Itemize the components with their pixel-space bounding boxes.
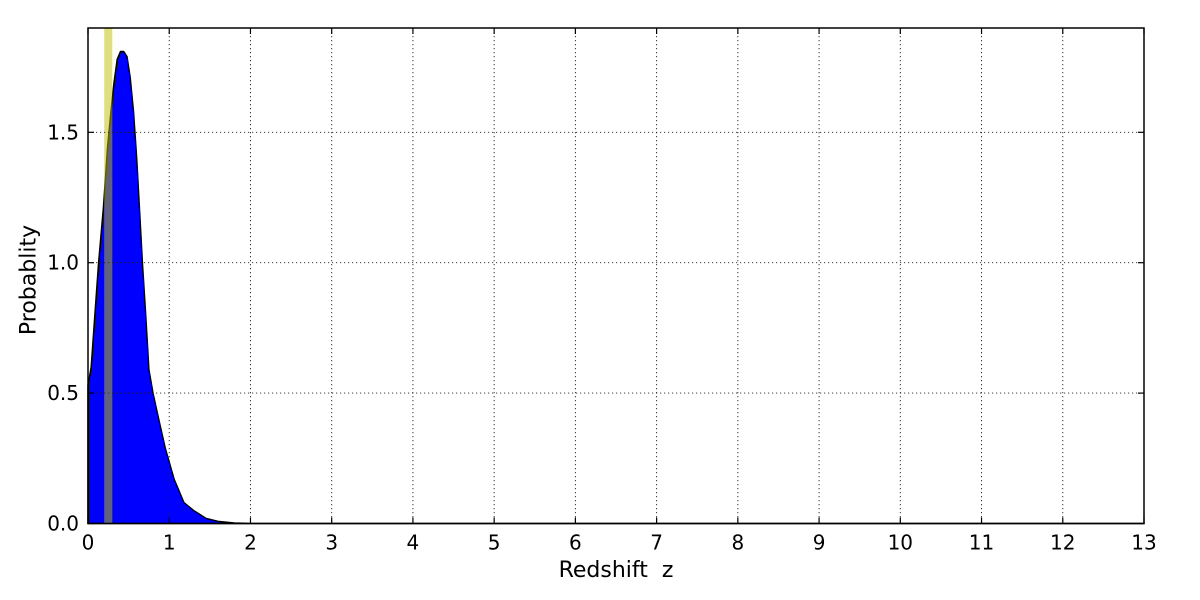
y-axis-label: Probablity: [16, 224, 42, 336]
x-tick-label: 6: [569, 531, 582, 555]
highlight-band: [104, 28, 113, 524]
x-tick-label: 11: [969, 531, 994, 555]
x-tick-label: 4: [407, 531, 420, 555]
x-tick-label: 0: [82, 531, 95, 555]
x-tick-label: 3: [325, 531, 338, 555]
x-tick-label: 10: [888, 531, 913, 555]
x-axis-label: Redshift z: [558, 558, 674, 583]
y-tick-label: 0.5: [47, 381, 79, 405]
x-tick-label: 7: [650, 531, 663, 555]
x-tick-label: 1: [163, 531, 176, 555]
x-tick-label: 2: [244, 531, 257, 555]
x-tick-label: 8: [731, 531, 744, 555]
pdf-curve: [87, 50, 1145, 525]
y-tick-label: 0.0: [47, 512, 79, 536]
x-tick-label: 13: [1131, 531, 1156, 555]
x-tick-label: 12: [1050, 531, 1075, 555]
x-tick-label: 9: [813, 531, 826, 555]
y-tick-label: 1.0: [47, 251, 79, 275]
y-tick-label: 1.5: [47, 120, 79, 144]
plot-border: [87, 27, 1145, 525]
x-tick-label: 5: [488, 531, 501, 555]
